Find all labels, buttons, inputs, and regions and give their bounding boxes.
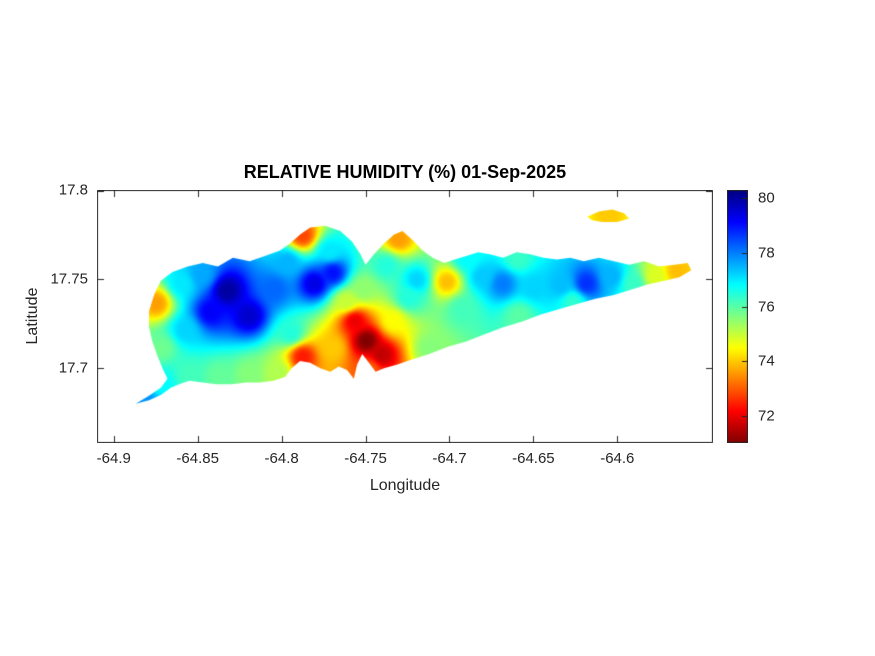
- colorbar: 80 78 76 74 72: [727, 190, 775, 443]
- colorbar-tick-label: 80: [758, 189, 775, 207]
- x-tick-label: -64.65: [512, 450, 555, 467]
- colorbar-tick-label: 74: [758, 352, 775, 370]
- x-tick-label: -64.9: [96, 450, 131, 467]
- colorbar-tick-label: 76: [758, 298, 775, 316]
- colorbar-tick-label: 72: [758, 407, 775, 425]
- x-tick-label: -64.7: [432, 450, 467, 467]
- chart-title: RELATIVE HUMIDITY (%) 01-Sep-2025: [243, 162, 567, 182]
- x-tick-label: -64.6: [600, 450, 635, 467]
- x-tick-label: -64.8: [264, 450, 299, 467]
- x-tick-label: -64.85: [176, 450, 219, 467]
- humidity-heatmap-canvas: [97, 190, 713, 443]
- y-tick-label: 17.75: [50, 270, 88, 288]
- y-axis-label: Latitude: [24, 287, 41, 345]
- y-tick-label: 17.8: [58, 181, 88, 199]
- x-axis-label: Longitude: [369, 477, 441, 494]
- colorbar-tick-label: 78: [758, 244, 775, 262]
- x-tick-label: -64.75: [344, 450, 387, 467]
- colorbar-gradient: [727, 190, 748, 443]
- y-tick-label: 17.7: [58, 359, 88, 377]
- plot-area: -64.9 -64.85 -64.8 -64.75 -64.7 -64.65 -64.6 17…: [50, 182, 713, 467]
